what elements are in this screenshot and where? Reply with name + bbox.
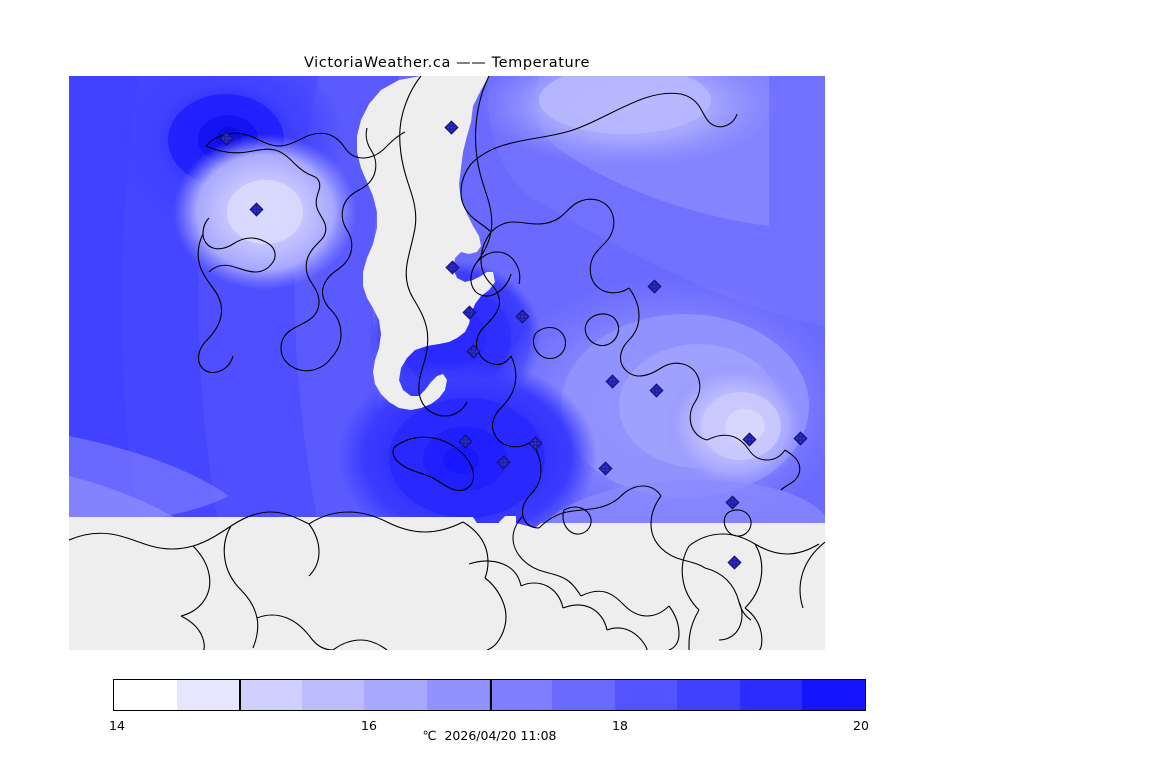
station-marker[interactable] (445, 260, 460, 275)
map-panel[interactable] (69, 76, 825, 650)
colorbar-swatch-1 (176, 680, 240, 710)
station-marker[interactable] (647, 279, 662, 294)
station-marker[interactable] (727, 555, 742, 570)
station-marker[interactable] (725, 495, 740, 510)
colorbar-tick-label-1: 16 (361, 718, 377, 733)
colorbar-swatch-8 (614, 680, 678, 710)
colorbar-backdrop (106, 710, 873, 721)
station-marker[interactable] (598, 461, 613, 476)
station-marker[interactable] (466, 344, 481, 359)
colorbar-tick-label-0: 14 (109, 718, 125, 733)
station-marker[interactable] (605, 374, 620, 389)
temperature-field (69, 76, 825, 528)
colorbar-tick-label-2: 18 (612, 718, 628, 733)
colorbar-swatch-4 (364, 680, 427, 710)
colorbar-swatch-2 (239, 680, 302, 710)
colorbar-swatch-10 (739, 680, 803, 710)
colorbar-swatch-0 (114, 680, 177, 710)
colorbar-major-tick-18 (490, 679, 492, 711)
colorbar-swatch-3 (301, 680, 365, 710)
station-marker[interactable] (528, 436, 543, 451)
station-marker[interactable] (496, 455, 511, 470)
station-marker[interactable] (649, 383, 664, 398)
page-title: VictoriaWeather.ca —— Temperature (303, 55, 591, 71)
colorbar-units-label: ℃ 2026/04/20 11:08 (422, 728, 557, 743)
station-marker[interactable] (249, 202, 264, 217)
station-markers[interactable] (219, 120, 808, 570)
colorbar-gradient[interactable] (113, 679, 866, 711)
station-marker[interactable] (458, 434, 473, 449)
station-marker[interactable] (219, 131, 234, 146)
station-marker[interactable] (742, 432, 757, 447)
colorbar-swatch-6 (489, 680, 553, 710)
coastline-layer (69, 76, 825, 650)
land-areas (357, 76, 495, 410)
colorbar-swatch-9 (677, 680, 740, 710)
colorbar-swatch-11 (802, 680, 865, 710)
station-marker[interactable] (462, 305, 477, 320)
colorbar[interactable]: 14 16 18 20 (109, 679, 869, 733)
colorbar-swatch-7 (552, 680, 615, 710)
colorbar-swatch-5 (426, 680, 490, 710)
station-marker[interactable] (515, 309, 530, 324)
colorbar-major-tick-16 (239, 679, 241, 711)
temperature-contour-map[interactable] (69, 76, 825, 650)
station-marker[interactable] (444, 120, 459, 135)
station-marker[interactable] (793, 431, 808, 446)
colorbar-tick-label-3: 20 (853, 718, 869, 733)
